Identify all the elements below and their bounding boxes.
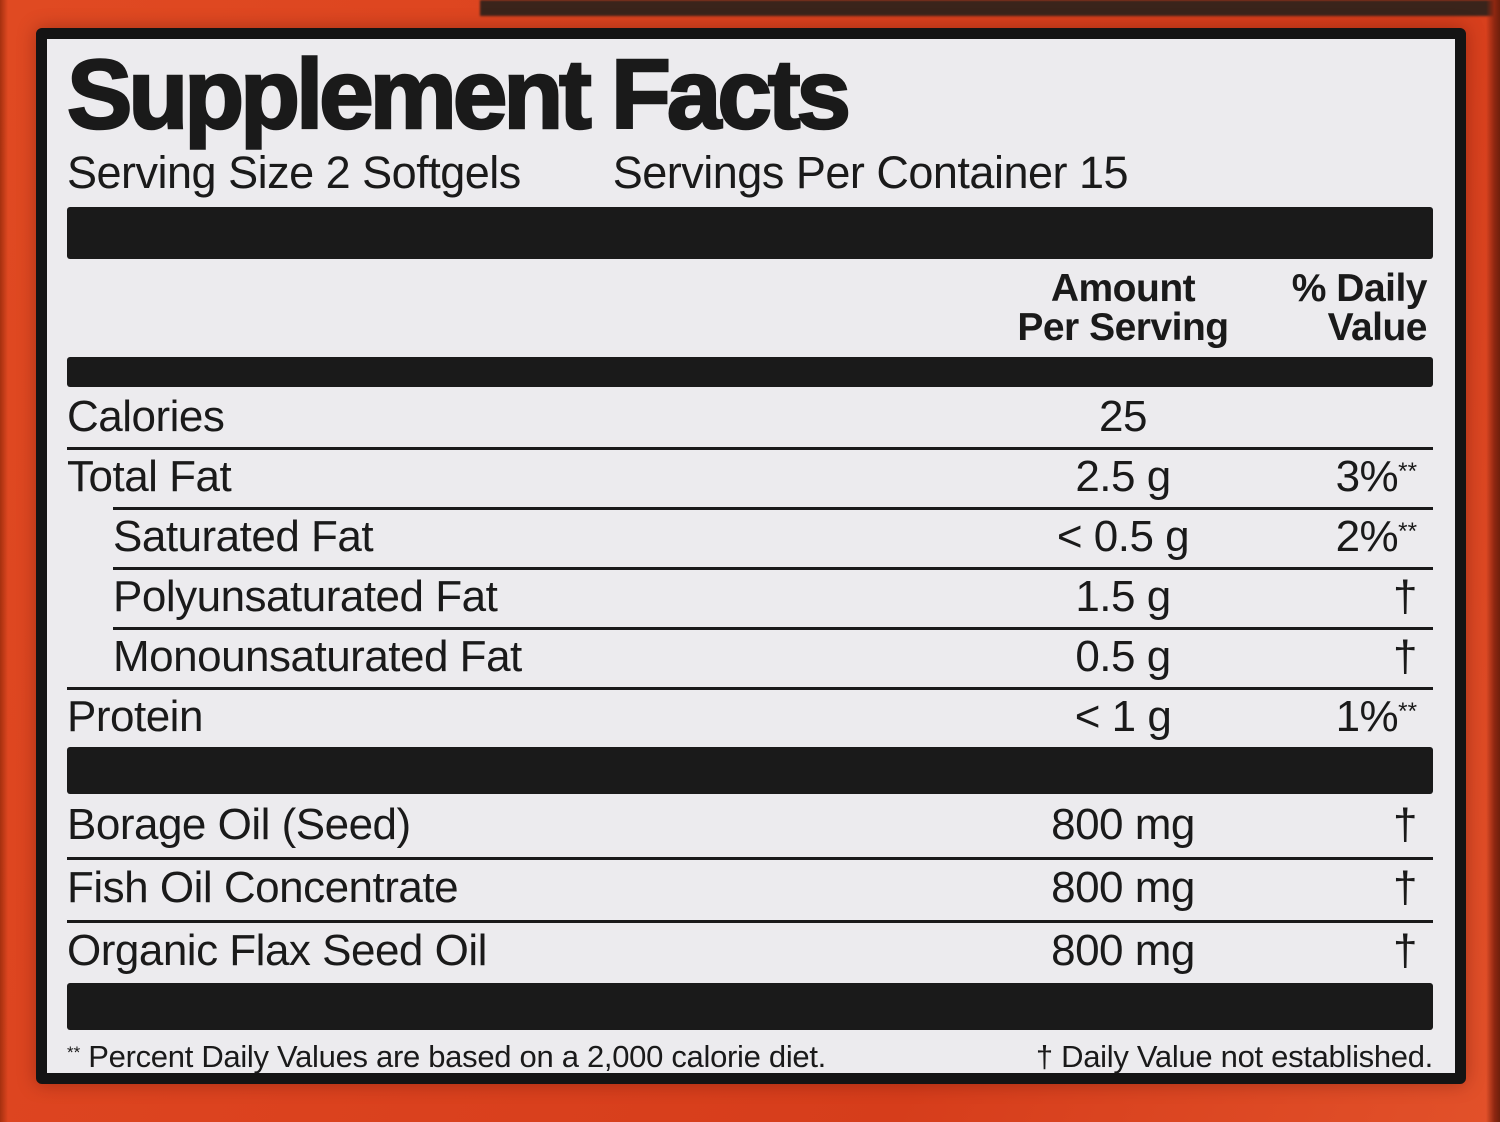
percent-daily-value-header: % Daily Value	[1291, 266, 1428, 349]
serving-size-text: Serving Size 2 Softgels	[67, 146, 521, 198]
nutrient-row-total-fat: Total Fat 2.5 g 3%**	[67, 446, 1433, 507]
nutrient-row-protein: Protein < 1 g 1%**	[67, 686, 1433, 747]
divider-bar-top	[67, 206, 1433, 259]
column-headers: Amount Per Serving % Daily Value	[67, 259, 1433, 357]
bottle-left-edge-shading	[0, 0, 8, 1122]
ingredient-name: Fish Oil Concentrate	[67, 863, 459, 913]
ingredient-amount: 800 mg	[1051, 800, 1195, 850]
nutrient-name: Polyunsaturated Fat	[113, 571, 498, 621]
nutrient-daily-value: †	[1393, 631, 1417, 681]
nutrient-row-calories: Calories 25	[67, 387, 1433, 447]
ingredient-row-borage-oil: Borage Oil (Seed) 800 mg †	[67, 794, 1433, 857]
nutrient-amount: 1.5 g	[1075, 571, 1171, 621]
bottle-right-edge-shading	[1486, 0, 1500, 1122]
divider-bar-bottom	[67, 982, 1433, 1030]
servings-per-container-text: Servings Per Container 15	[612, 146, 1129, 198]
nutrient-name: Protein	[67, 691, 203, 741]
nutrient-name: Monounsaturated Fat	[113, 631, 522, 681]
serving-info-line: Serving Size 2 Softgels Servings Per Con…	[67, 147, 1433, 199]
divider-bar-header	[67, 356, 1433, 387]
divider-bar-middle	[67, 746, 1433, 794]
label-content: Supplement Facts Serving Size 2 Softgels…	[47, 39, 1455, 1075]
ingredient-name: Borage Oil (Seed)	[67, 800, 411, 850]
ingredient-row-fish-oil: Fish Oil Concentrate 800 mg †	[67, 856, 1433, 920]
nutrient-amount: 0.5 g	[1075, 631, 1171, 681]
ingredient-daily-value: †	[1393, 800, 1417, 850]
nutrient-name: Calories	[67, 391, 225, 441]
ingredient-daily-value: †	[1393, 926, 1417, 976]
ingredient-daily-value: †	[1393, 863, 1417, 913]
nutrient-daily-value: 2%**	[1335, 511, 1417, 561]
nutrient-daily-value: 1%**	[1335, 691, 1417, 741]
nutrient-daily-value: 3%**	[1335, 451, 1417, 501]
nutrient-amount: 2.5 g	[1075, 451, 1171, 501]
footnote-daily-values: ** Percent Daily Values are based on a 2,…	[67, 1038, 826, 1074]
ingredient-row-flax-seed-oil: Organic Flax Seed Oil 800 mg †	[67, 919, 1433, 983]
nutrient-row-polyunsaturated-fat: Polyunsaturated Fat 1.5 g †	[67, 566, 1433, 627]
nutrient-daily-value: †	[1393, 571, 1417, 621]
ingredient-amount: 800 mg	[1051, 926, 1195, 976]
nutrient-name: Total Fat	[67, 451, 232, 501]
amount-per-serving-header: Amount Per Serving	[1017, 266, 1229, 349]
bottle-shoulder-shadow	[480, 0, 1500, 16]
ingredient-amount: 800 mg	[1051, 863, 1195, 913]
supplement-facts-label: Supplement Facts Serving Size 2 Softgels…	[36, 28, 1466, 1084]
nutrient-name: Saturated Fat	[113, 511, 374, 561]
nutrient-row-monounsaturated-fat: Monounsaturated Fat 0.5 g †	[67, 626, 1433, 687]
nutrient-row-saturated-fat: Saturated Fat < 0.5 g 2%**	[67, 506, 1433, 567]
nutrient-amount: < 0.5 g	[1056, 511, 1190, 561]
ingredient-name: Organic Flax Seed Oil	[67, 926, 487, 976]
footnote-dagger-note: † Daily Value not established.	[1035, 1038, 1433, 1074]
nutrient-amount: < 1 g	[1074, 691, 1172, 741]
footnote: ** Percent Daily Values are based on a 2,…	[67, 1039, 1433, 1075]
label-title: Supplement Facts	[66, 39, 853, 149]
nutrient-amount: 25	[1099, 391, 1147, 441]
